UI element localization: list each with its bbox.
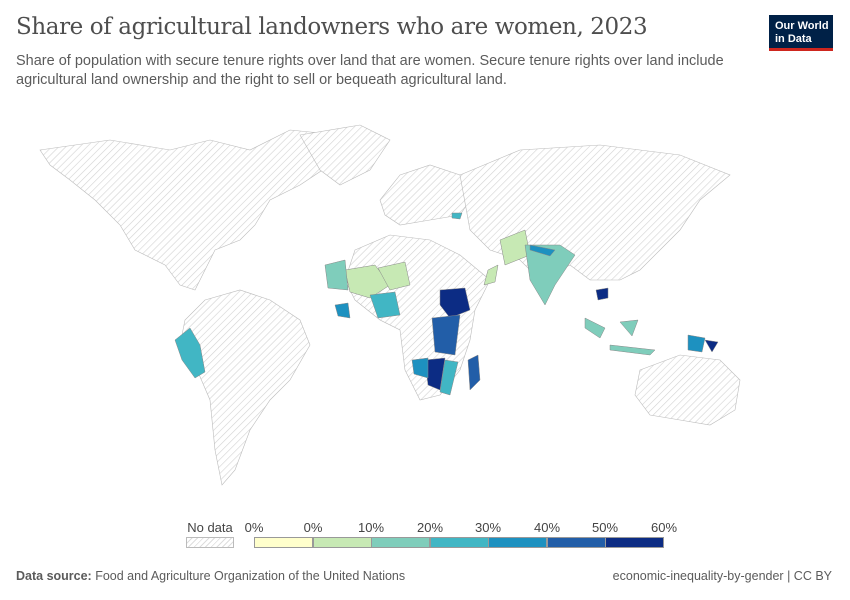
logo-line2: in Data [775, 33, 812, 45]
greenland [299, 124, 391, 186]
data-countries [174, 212, 719, 396]
country-indonesia [584, 317, 656, 356]
legend-bin[interactable] [429, 537, 489, 548]
legend-bin[interactable] [546, 537, 606, 548]
country-nigeria [369, 291, 401, 319]
legend-bin[interactable] [254, 537, 313, 548]
country-ethiopia [439, 287, 471, 319]
legend-tick: 0% [244, 520, 264, 535]
europe [379, 164, 471, 226]
chart-subtitle: Share of population with secure tenure r… [16, 53, 724, 88]
data-source: Data source: Food and Agriculture Organi… [16, 569, 405, 583]
logo-line1: Our World [775, 20, 829, 32]
country-png [687, 334, 706, 353]
source-label: Data source: [16, 569, 92, 583]
country-mauritania [324, 259, 349, 291]
owid-logo[interactable]: Our World in Data [769, 15, 833, 51]
legend-tick: 60% [650, 520, 678, 535]
legend-tick: 0% [303, 520, 323, 535]
country-india [524, 244, 576, 306]
world-map[interactable] [0, 115, 850, 515]
country-mozambique-south [439, 359, 459, 396]
legend-tick: 50% [591, 520, 619, 535]
legend-tick: 30% [474, 520, 502, 535]
country-peru [174, 327, 206, 379]
color-legend: No data 0% 0% 10% 20% 30% 40% 50% 60% [0, 518, 850, 558]
legend-bin[interactable] [488, 537, 547, 548]
country-armenia [451, 212, 463, 220]
asia [459, 144, 731, 281]
chart-title: Share of agricultural landowners who are… [16, 14, 648, 40]
country-zambia [411, 357, 429, 379]
country-oman [483, 264, 499, 286]
north-america [39, 129, 341, 291]
source-text: Food and Agriculture Organization of the… [95, 569, 406, 583]
legend-tick: 20% [416, 520, 444, 535]
legend-no-data-label: No data [187, 520, 233, 535]
footer-link[interactable]: economic-inequality-by-gender | CC BY [612, 569, 832, 583]
country-mali [344, 264, 391, 299]
south-america [179, 289, 311, 486]
legend-bin[interactable] [312, 537, 372, 548]
country-liberia [334, 302, 351, 319]
country-niger [377, 261, 411, 291]
australia [634, 354, 741, 426]
legend-tick: 10% [357, 520, 385, 535]
legend-bin[interactable] [605, 537, 664, 548]
country-kenya-tanzania [431, 314, 461, 356]
legend-bin[interactable] [371, 537, 430, 548]
country-nepal [529, 244, 556, 257]
country-timor [704, 339, 719, 353]
legend-tick: 40% [533, 520, 561, 535]
country-cambodia [595, 287, 609, 301]
legend-no-data-swatch [186, 537, 234, 548]
country-madagascar [467, 354, 481, 391]
